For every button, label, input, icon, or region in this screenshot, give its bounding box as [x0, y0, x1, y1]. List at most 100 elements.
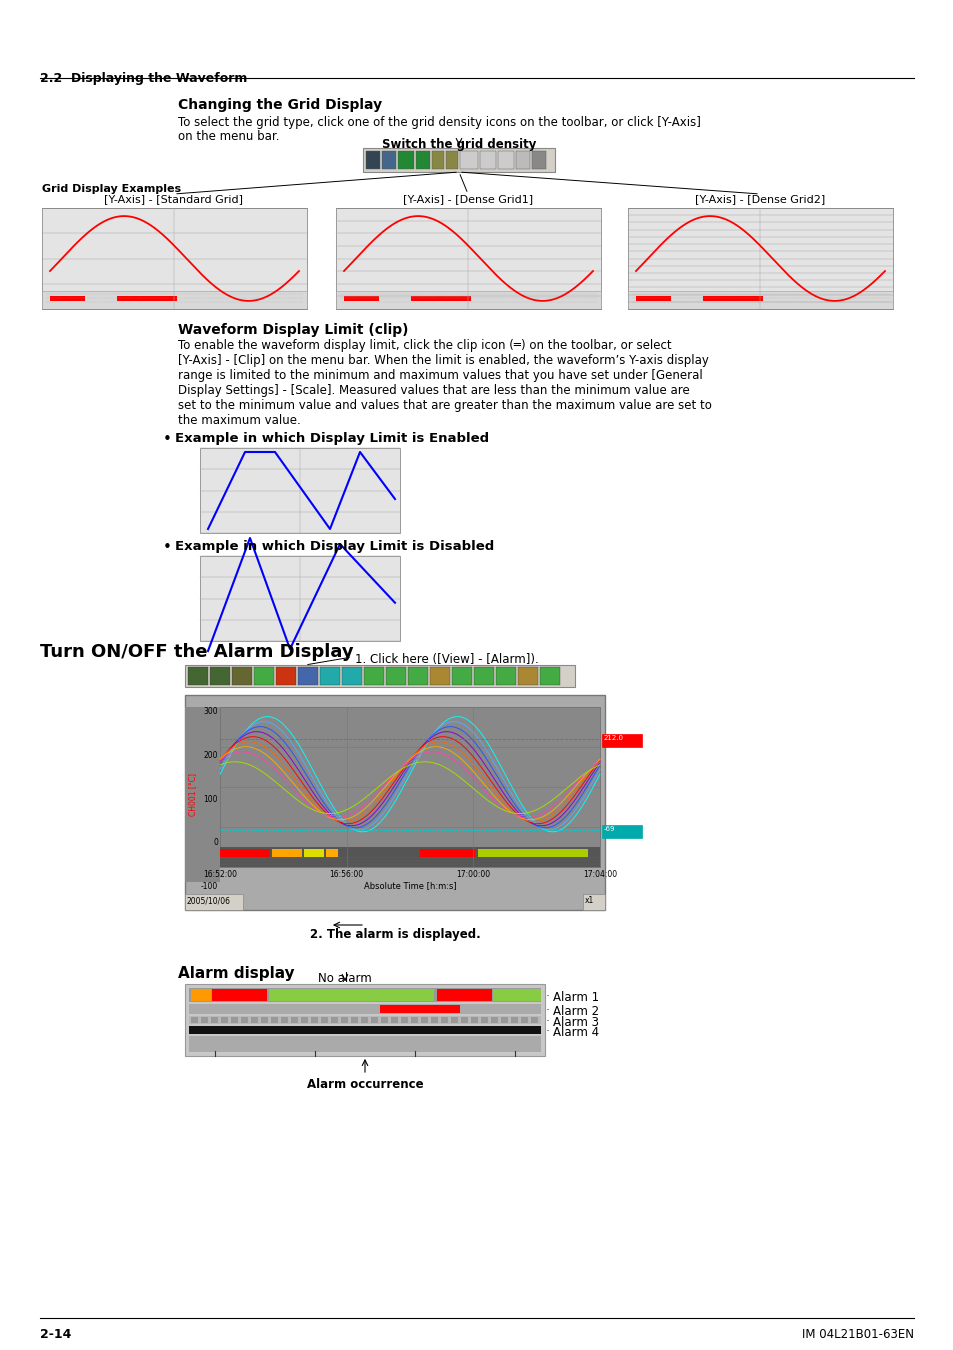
Text: Alarm 4: Alarm 4 — [553, 1026, 598, 1040]
Text: [Y-Axis] - [Clip] on the menu bar. When the limit is enabled, the waveform’s Y-a: [Y-Axis] - [Clip] on the menu bar. When … — [178, 354, 708, 367]
Bar — [251, 1017, 257, 1023]
Text: Example in which Display Limit is Enabled: Example in which Display Limit is Enable… — [174, 432, 489, 446]
Bar — [627, 292, 892, 309]
Bar — [451, 1017, 457, 1023]
Bar — [200, 556, 399, 641]
Bar — [511, 1017, 517, 1023]
Text: To enable the waveform display limit, click the clip icon (═) on the toolbar, or: To enable the waveform display limit, cl… — [178, 339, 671, 352]
Bar — [386, 667, 406, 684]
Text: Display Settings] - [Scale]. Measured values that are less than the minimum valu: Display Settings] - [Scale]. Measured va… — [178, 383, 689, 397]
Bar — [440, 1017, 448, 1023]
Bar — [331, 1017, 337, 1023]
Bar — [189, 1035, 540, 1052]
Bar — [297, 667, 317, 684]
Bar — [42, 292, 307, 309]
Bar — [477, 849, 587, 857]
Bar — [189, 988, 540, 1002]
Text: Changing the Grid Display: Changing the Grid Display — [178, 99, 382, 112]
Bar — [397, 151, 414, 169]
Bar — [520, 1017, 527, 1023]
Bar — [326, 849, 337, 857]
Bar — [363, 148, 555, 171]
Text: -69: -69 — [603, 826, 615, 832]
Bar — [436, 990, 492, 1000]
Bar — [582, 894, 604, 910]
Text: [Y-Axis] - [Standard Grid]: [Y-Axis] - [Standard Grid] — [105, 194, 243, 204]
Bar — [319, 667, 339, 684]
Bar — [231, 1017, 237, 1023]
Bar — [241, 1017, 248, 1023]
Bar — [400, 1017, 408, 1023]
Text: •: • — [163, 432, 172, 447]
Text: To select the grid type, click one of the grid density icons on the toolbar, or : To select the grid type, click one of th… — [178, 116, 700, 130]
Bar — [379, 1004, 459, 1012]
Bar — [269, 990, 434, 1000]
Bar — [416, 151, 430, 169]
Bar — [340, 1017, 348, 1023]
Bar — [430, 667, 450, 684]
Bar — [117, 296, 177, 301]
Bar — [221, 1017, 228, 1023]
Bar — [601, 825, 641, 838]
Bar — [220, 849, 270, 857]
Text: 0: 0 — [213, 838, 218, 848]
Bar — [371, 1017, 377, 1023]
Text: the maximum value.: the maximum value. — [178, 414, 300, 427]
Bar — [419, 849, 475, 857]
Text: Alarm 1: Alarm 1 — [553, 991, 598, 1004]
Text: Switch the grid density: Switch the grid density — [381, 138, 536, 151]
Bar — [420, 1017, 428, 1023]
Bar — [212, 990, 267, 1000]
Bar — [220, 846, 599, 867]
Bar — [532, 151, 545, 169]
Bar — [185, 707, 220, 882]
Bar — [311, 1017, 317, 1023]
Text: 17:00:00: 17:00:00 — [456, 869, 490, 879]
Text: 16:52:00: 16:52:00 — [203, 869, 236, 879]
Bar — [220, 707, 599, 867]
Bar — [191, 1017, 198, 1023]
Text: Turn ON/OFF the Alarm Display: Turn ON/OFF the Alarm Display — [40, 643, 354, 662]
Bar — [411, 296, 471, 301]
Bar — [460, 1017, 468, 1023]
Text: •: • — [163, 540, 172, 555]
Text: 100: 100 — [203, 795, 218, 803]
Bar — [189, 1026, 540, 1034]
Bar — [431, 1017, 437, 1023]
Bar — [446, 151, 457, 169]
Bar — [500, 1017, 507, 1023]
Bar — [211, 1017, 218, 1023]
Bar — [191, 990, 211, 1000]
Bar — [432, 151, 443, 169]
Bar — [380, 1017, 388, 1023]
Bar — [351, 1017, 357, 1023]
Text: x1: x1 — [584, 896, 594, 905]
Text: 1. Click here ([View] - [Alarm]).: 1. Click here ([View] - [Alarm]). — [355, 653, 538, 666]
Bar — [411, 1017, 417, 1023]
Bar — [391, 1017, 397, 1023]
Text: on the menu bar.: on the menu bar. — [178, 130, 279, 143]
Bar — [320, 1017, 328, 1023]
Text: Absolute Time [h:m:s]: Absolute Time [h:m:s] — [363, 882, 456, 890]
Bar — [517, 667, 537, 684]
Text: Alarm 2: Alarm 2 — [553, 1004, 598, 1018]
Text: 300: 300 — [203, 707, 218, 716]
Bar — [471, 1017, 477, 1023]
Text: set to the minimum value and values that are greater than the maximum value are : set to the minimum value and values that… — [178, 400, 711, 412]
Bar — [253, 667, 274, 684]
Bar — [272, 849, 302, 857]
Bar — [539, 667, 559, 684]
Bar — [189, 1004, 540, 1014]
Bar — [497, 151, 514, 169]
Bar — [496, 667, 516, 684]
Bar — [301, 1017, 308, 1023]
Text: 16:56:00: 16:56:00 — [329, 869, 363, 879]
Text: 212.0: 212.0 — [603, 734, 623, 741]
Text: Alarm display: Alarm display — [178, 967, 294, 981]
Bar — [493, 990, 540, 1000]
Bar — [201, 1017, 208, 1023]
Bar — [452, 667, 472, 684]
Text: Waveform Display Limit (clip): Waveform Display Limit (clip) — [178, 323, 408, 338]
Bar — [408, 667, 428, 684]
Text: [Y-Axis] - [Dense Grid2]: [Y-Axis] - [Dense Grid2] — [694, 194, 824, 204]
